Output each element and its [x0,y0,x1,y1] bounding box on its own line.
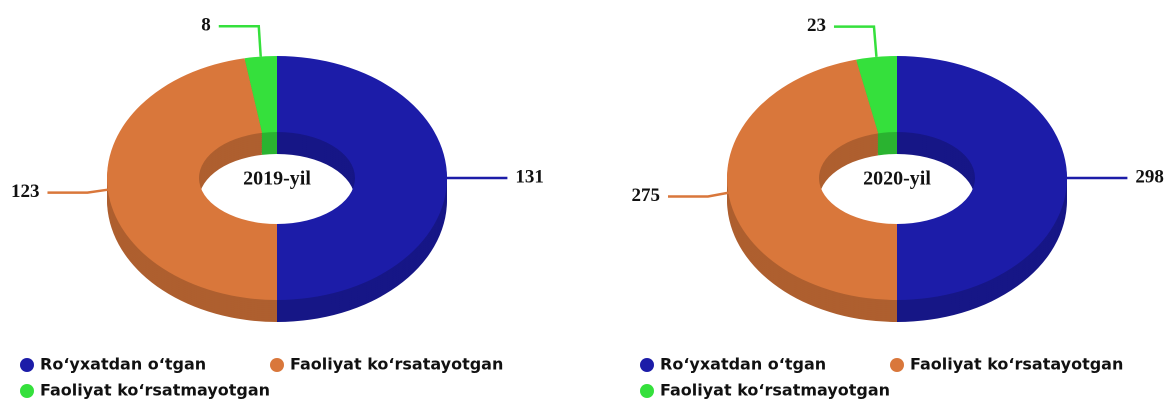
slice [107,58,277,300]
slice [897,56,1067,300]
legend-marker [640,384,654,398]
leader-line [218,24,262,57]
legend-label: Ro‘yxatdan o‘tgan [40,355,206,374]
center-label: 2019-yil [243,168,311,190]
leader-line [667,191,729,198]
leader-line [833,25,878,57]
value-label: 8 [201,15,211,36]
legend-marker [20,384,34,398]
legend-label: Faoliyat ko‘rsatayotgan [910,355,1123,374]
value-label: 123 [11,181,40,202]
legend-marker [270,358,284,372]
slice [856,56,897,134]
value-label: 275 [631,185,660,206]
slice [727,59,897,300]
slice [244,56,277,133]
slice [277,56,447,300]
value-label: 298 [1135,166,1164,187]
center-label: 2020-yil [863,168,931,190]
value-label: 23 [807,15,826,36]
legend-label: Faoliyat ko‘rsatmayotgan [660,381,890,400]
legend-marker [890,358,904,372]
legend-label: Faoliyat ko‘rsatmayotgan [40,381,270,400]
legend-label: Faoliyat ko‘rsatayotgan [290,355,503,374]
legend-marker [20,358,34,372]
legend-label: Ro‘yxatdan o‘tgan [660,355,826,374]
legend-marker [640,358,654,372]
value-label: 131 [515,166,544,187]
leader-line [47,188,108,194]
